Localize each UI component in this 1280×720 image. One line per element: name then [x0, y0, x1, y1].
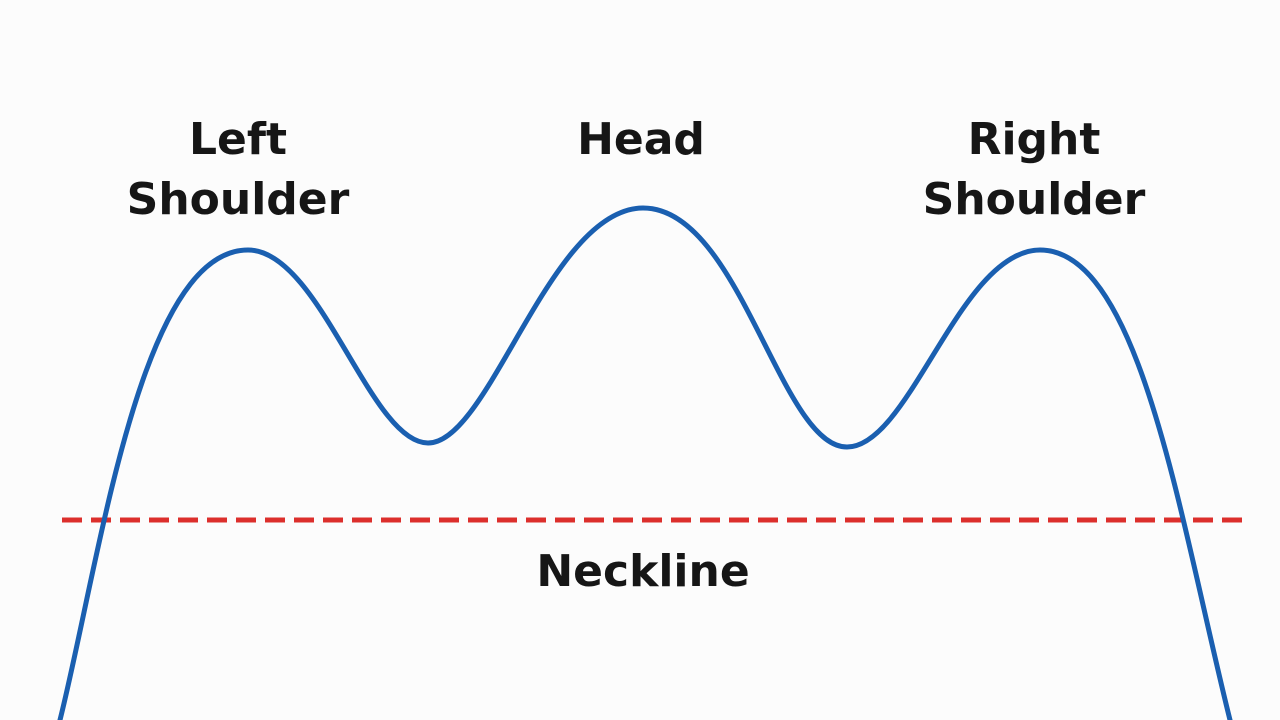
left-shoulder-label: Left Shoulder — [126, 114, 350, 225]
head-label: Head — [577, 114, 705, 165]
right-shoulder-label: Right Shoulder — [922, 114, 1146, 225]
neckline-label: Neckline — [536, 546, 750, 597]
price-curve — [57, 205, 1233, 720]
